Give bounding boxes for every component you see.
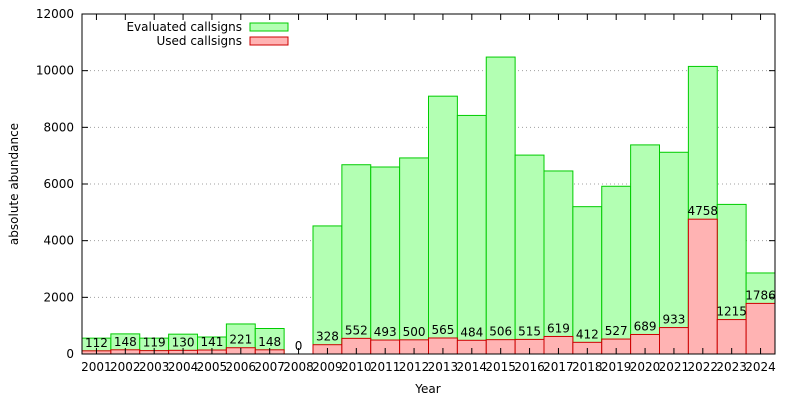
evaluated-bar (456, 114, 487, 355)
data-label: 619 (547, 321, 570, 335)
x-tick-label: 2021 (659, 360, 690, 374)
x-tick-label: 2023 (716, 360, 747, 374)
x-tick-label: 2001 (81, 360, 112, 374)
used-bar (716, 319, 747, 355)
evaluated-bar (428, 95, 458, 355)
x-tick-label: 2011 (370, 360, 401, 374)
x-tick-label: 2004 (168, 360, 199, 374)
y-tick-label: 2000 (43, 290, 74, 304)
x-tick-label: 2015 (485, 360, 516, 374)
y-tick-label: 8000 (43, 120, 74, 134)
bar-series (81, 56, 776, 355)
y-axis: 0 2000 4000 6000 8000 10000 12000 (36, 7, 775, 361)
data-label: 500 (403, 325, 426, 339)
y-tick-label: 10000 (36, 64, 74, 78)
x-tick-label: 2010 (341, 360, 372, 374)
x-tick-label: 2005 (197, 360, 228, 374)
x-tick-label: 2022 (688, 360, 719, 374)
y-tick-label: 12000 (36, 7, 74, 21)
data-label: 484 (460, 325, 483, 339)
y-tick-label: 0 (66, 347, 74, 361)
data-labels: 112 148 119 130 141 221 148 0 328 552 493 500 565 484… (85, 204, 776, 353)
data-label: 1215 (716, 305, 747, 319)
data-label: 0 (295, 339, 303, 353)
evaluated-bar (312, 225, 343, 355)
y-axis-label: absolute abundance (7, 123, 21, 245)
legend-swatch (249, 22, 289, 32)
legend-label: Used callsigns (156, 34, 242, 48)
data-label: 527 (605, 324, 628, 338)
data-label: 565 (431, 323, 454, 337)
data-label: 119 (143, 336, 166, 350)
x-tick-label: 2020 (630, 360, 661, 374)
data-label: 148 (114, 335, 137, 349)
x-tick-label: 2016 (514, 360, 545, 374)
data-label: 4758 (688, 204, 719, 218)
evaluated-bar (630, 144, 660, 355)
x-axis-label: Year (414, 382, 440, 396)
x-tick-label: 2024 (745, 360, 776, 374)
data-label: 689 (634, 319, 657, 333)
y-tick-label: 6000 (43, 177, 74, 191)
y-tick-label: 4000 (43, 234, 74, 248)
data-label: 328 (316, 330, 339, 344)
data-label: 515 (518, 324, 541, 338)
data-label: 130 (172, 335, 195, 349)
x-tick-label: 2017 (543, 360, 574, 374)
x-tick-label: 2007 (254, 360, 285, 374)
data-label: 493 (374, 325, 397, 339)
used-bar (687, 218, 718, 355)
x-tick-label: 2018 (572, 360, 603, 374)
data-label: 552 (345, 323, 368, 337)
evaluated-bar (572, 206, 603, 355)
data-label: 141 (200, 335, 223, 349)
x-tick-label: 2006 (226, 360, 257, 374)
legend-label: Evaluated callsigns (126, 20, 242, 34)
used-bar (745, 302, 776, 355)
evaluated-bar (341, 164, 372, 355)
x-tick-label: 2012 (399, 360, 430, 374)
x-tick-label: 2003 (139, 360, 170, 374)
data-label: 148 (258, 335, 281, 349)
legend-swatch (249, 36, 289, 46)
x-tick-label: 2014 (457, 360, 488, 374)
x-tick-label: 2002 (110, 360, 141, 374)
x-tick-label: 2019 (601, 360, 632, 374)
x-tick-label: 2013 (428, 360, 459, 374)
x-tick-label: 2009 (312, 360, 343, 374)
x-axis: 2001200220032004200520062007200820092010… (81, 14, 776, 374)
x-tick-label: 2008 (283, 360, 314, 374)
evaluated-bar (543, 170, 574, 355)
data-label: 506 (489, 325, 512, 339)
evaluated-bar (485, 56, 516, 355)
evaluated-bar (659, 151, 689, 355)
data-label: 933 (662, 313, 685, 327)
data-label: 221 (229, 333, 252, 347)
data-label: 112 (85, 336, 108, 350)
data-label: 412 (576, 327, 599, 341)
data-label: 1786 (745, 288, 776, 302)
